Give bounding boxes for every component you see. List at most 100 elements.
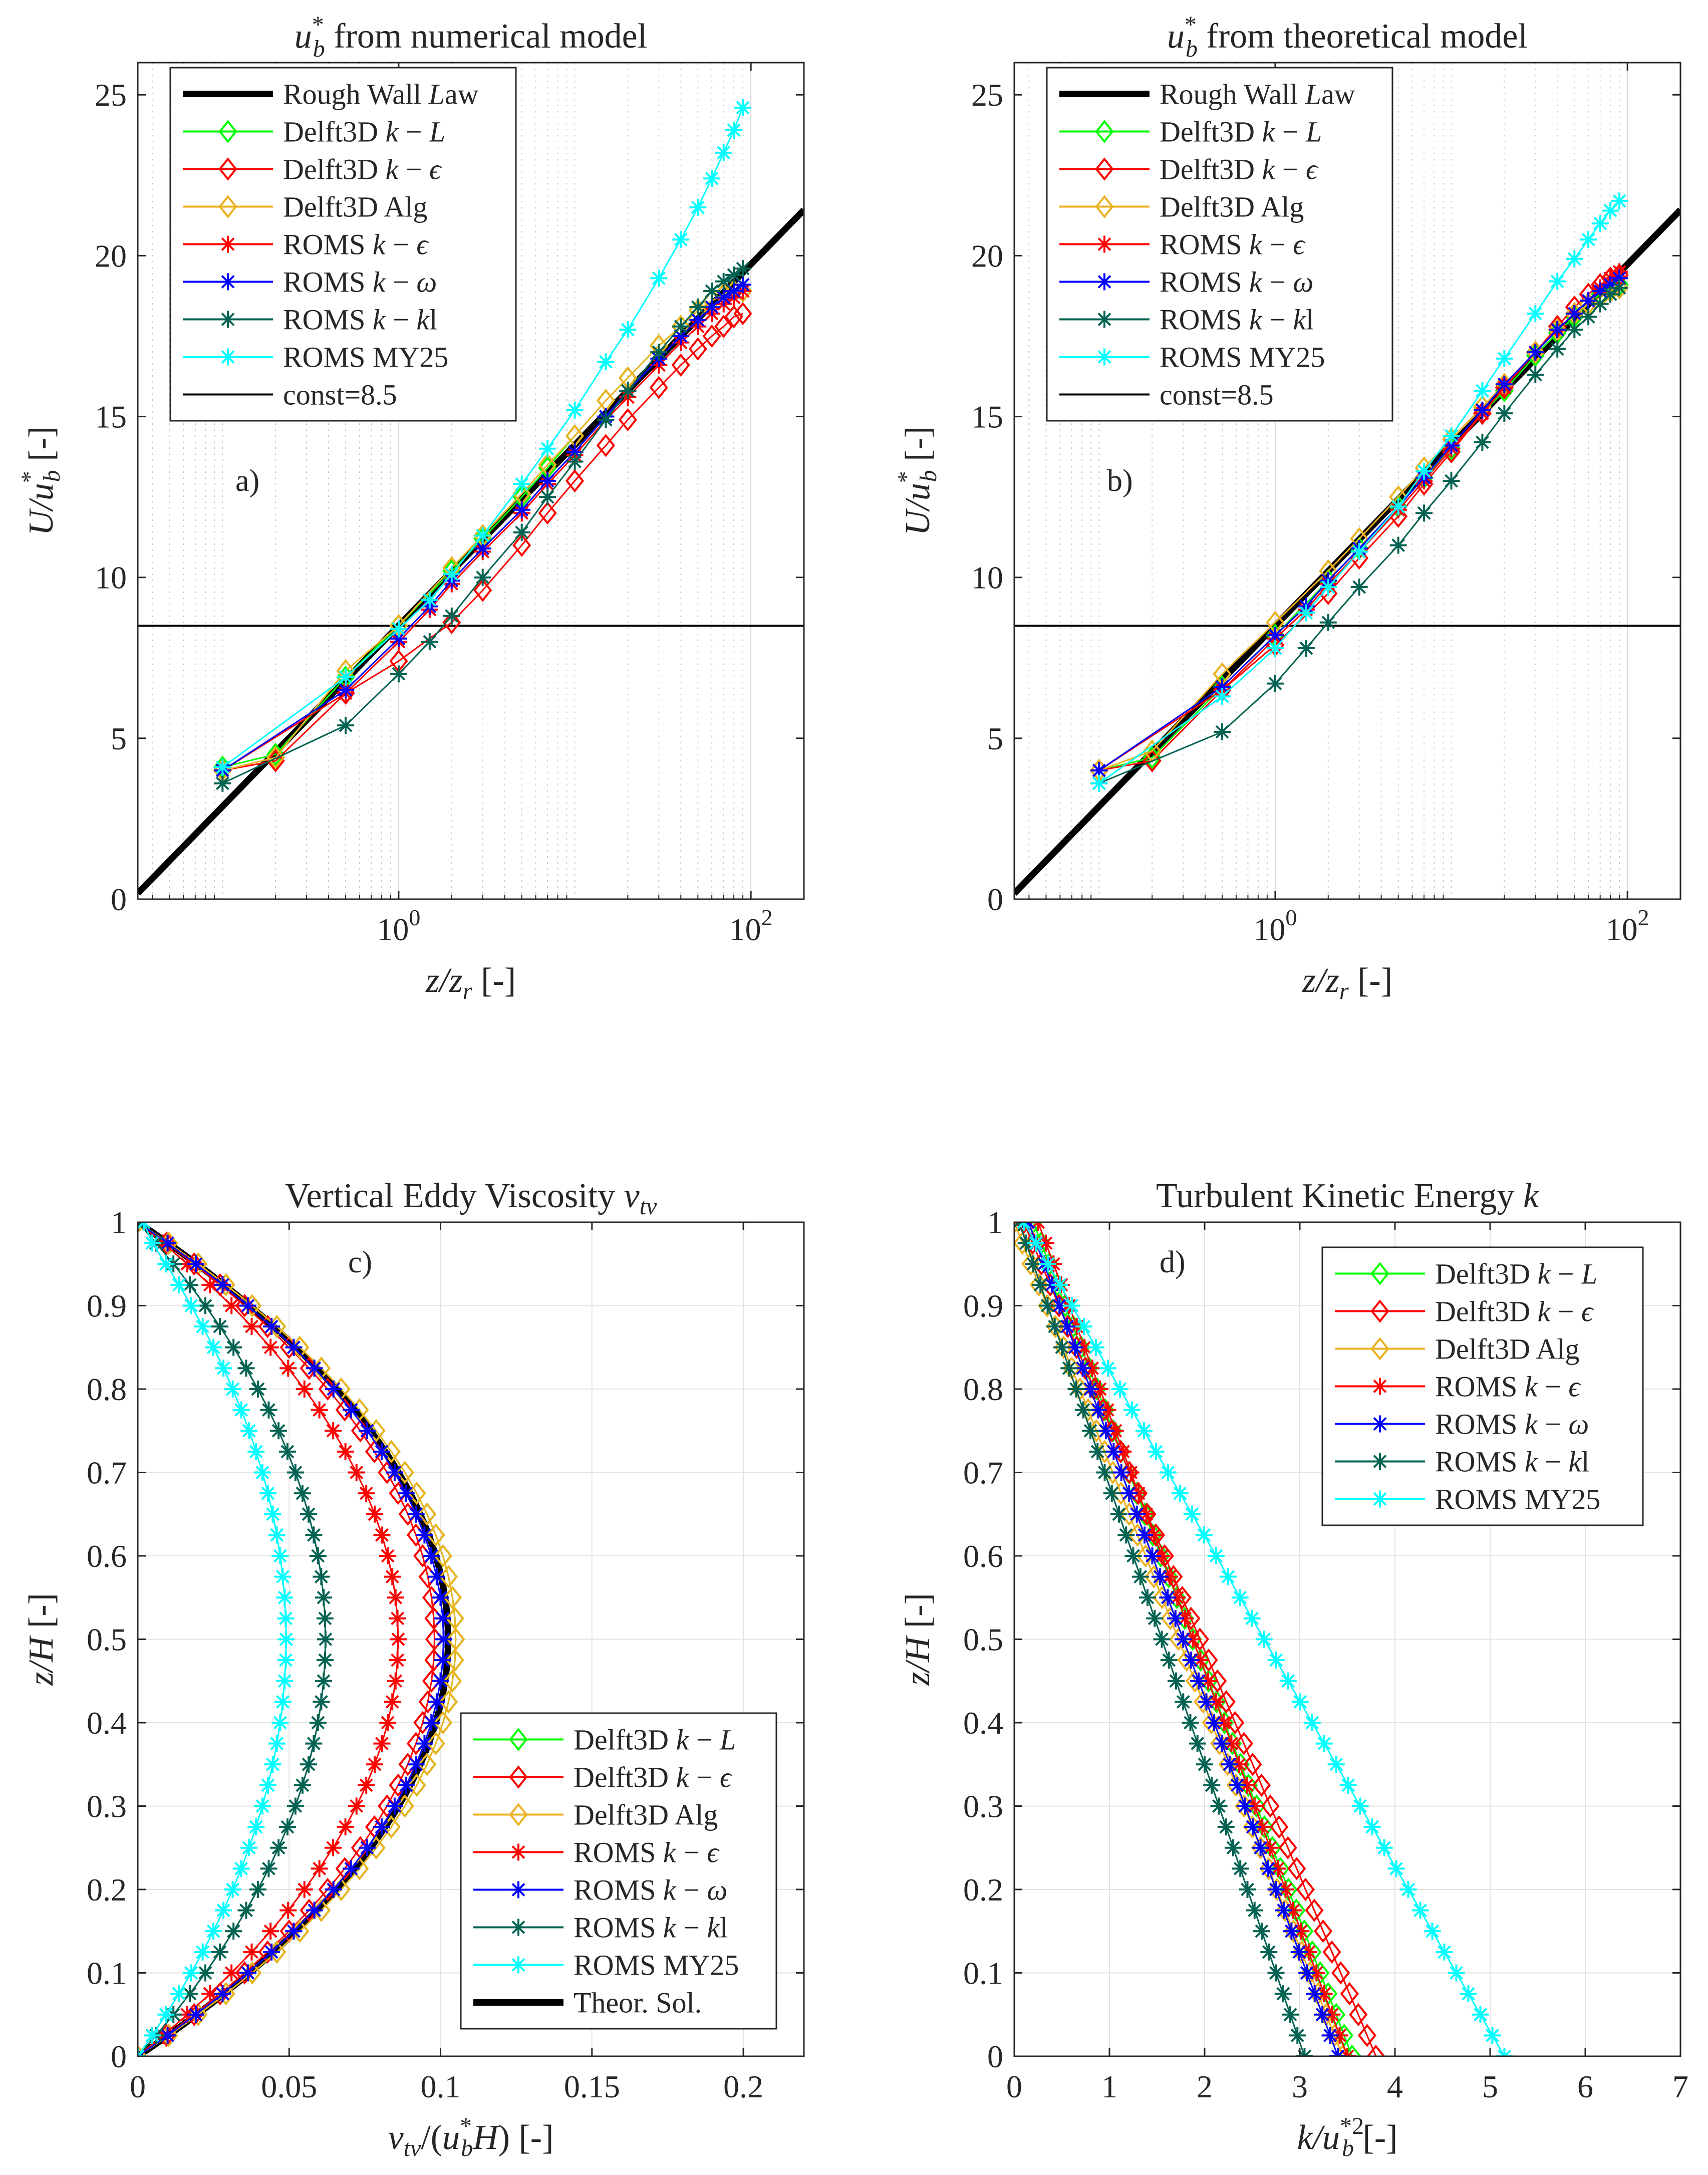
marker: [260, 1401, 277, 1419]
legend-item: Delft3D Alg: [1335, 1333, 1579, 1366]
marker: [1200, 1672, 1217, 1690]
marker: [1548, 318, 1567, 342]
x-tick-label: 6: [1577, 2069, 1593, 2104]
marker: [205, 1338, 222, 1356]
marker: [182, 1297, 200, 1314]
marker: [215, 1360, 232, 1377]
marker: [1298, 1964, 1316, 1982]
marker: [714, 315, 733, 338]
marker: [262, 1923, 279, 1940]
legend-label: ROMS k − ω: [1435, 1408, 1589, 1441]
marker: [1219, 1568, 1237, 1585]
marker: [157, 1255, 175, 1273]
marker: [1182, 1652, 1200, 1669]
marker: [1217, 1818, 1235, 1836]
marker: [1123, 1401, 1141, 1419]
marker: [1275, 1901, 1292, 1919]
marker: [1160, 1652, 1178, 1669]
legend-marker: [219, 348, 236, 366]
marker: [337, 717, 355, 734]
y-tick-label: 0.7: [87, 1455, 127, 1491]
series-roms-k-kl: [1014, 1222, 1313, 2056]
marker: [1196, 1756, 1213, 1773]
marker: [1238, 1776, 1256, 1794]
marker: [240, 1839, 258, 1856]
legend-item: ROMS k − ω: [1335, 1408, 1589, 1441]
marker: [271, 1714, 289, 1731]
marker: [734, 276, 752, 294]
marker: [1566, 305, 1583, 322]
series-roms-my25: [1090, 192, 1628, 792]
marker: [232, 1401, 250, 1419]
marker: [259, 1485, 276, 1502]
marker: [270, 1422, 288, 1440]
legend-marker: [219, 235, 236, 253]
x-axis-label: z/zr [-]: [425, 961, 516, 1004]
marker: [315, 1589, 333, 1606]
marker: [342, 1401, 360, 1419]
y-tick-label: 0.3: [963, 1789, 1003, 1824]
marker: [1130, 1485, 1148, 1502]
legend-item: ROMS k − kl: [1335, 1446, 1589, 1478]
legend-label: Delft3D Alg: [1435, 1333, 1579, 1366]
marker: [196, 1964, 214, 1982]
marker: [1246, 1901, 1263, 1919]
marker: [1460, 1985, 1477, 2003]
x-tick-label: 0.2: [723, 2069, 763, 2104]
marker: [1443, 437, 1460, 454]
marker: [1210, 1797, 1228, 1815]
marker: [474, 569, 491, 586]
y-axis-label: U/u*b [-]: [17, 426, 65, 535]
marker: [672, 327, 690, 345]
legend-item: ROMS MY25: [473, 1949, 739, 1982]
ticks: 0 0.1 0.2 0.3 0.4 0.5 0.6 0.7 0.8 0.9 1 0 0.05 0.1 0.1…: [87, 1205, 804, 2104]
marker: [243, 1318, 260, 1335]
marker: [389, 1652, 406, 1669]
marker: [389, 1630, 407, 1648]
marker: [1261, 1839, 1279, 1856]
marker: [337, 668, 355, 686]
marker: [1175, 1630, 1192, 1648]
marker: [566, 443, 584, 461]
marker: [1206, 1714, 1223, 1731]
marker: [1223, 1735, 1240, 1752]
marker: [214, 1276, 231, 1293]
marker: [1305, 1898, 1324, 1922]
marker: [1215, 1714, 1232, 1731]
marker: [337, 1443, 354, 1460]
marker: [619, 321, 637, 339]
marker: [1267, 1881, 1285, 1898]
marker: [1190, 1627, 1210, 1651]
marker: [650, 269, 668, 287]
marker: [214, 774, 231, 792]
marker: [1147, 1443, 1165, 1460]
panel-title: u* b from theoretical model: [1167, 12, 1528, 62]
marker: [264, 1505, 281, 1523]
marker: [1184, 1630, 1202, 1648]
marker: [1339, 1776, 1357, 1794]
marker: [428, 1693, 445, 1711]
legend-marker: [219, 311, 236, 328]
marker: [1082, 1381, 1099, 1398]
marker: [1146, 1609, 1164, 1627]
marker: [539, 488, 556, 506]
marker: [358, 1485, 375, 1502]
legend-item: ROMS MY25: [1335, 1483, 1600, 1516]
legend-item: ROMS k − ω: [183, 266, 437, 299]
marker: [395, 1794, 414, 1818]
marker: [1580, 231, 1597, 248]
marker: [224, 1381, 241, 1398]
marker: [1389, 498, 1407, 515]
marker: [433, 1544, 452, 1568]
marker: [1366, 2044, 1385, 2056]
series-group: [1014, 192, 1680, 896]
marker: [325, 1381, 342, 1398]
marker: [384, 1568, 401, 1585]
marker: [211, 1318, 228, 1335]
legend-item: Delft3D k − L: [473, 1724, 736, 1756]
marker: [274, 1568, 292, 1585]
marker: [1195, 1526, 1213, 1544]
marker: [1300, 1943, 1317, 1961]
marker: [513, 475, 530, 493]
x-tick-label: 0.15: [564, 2069, 620, 2104]
